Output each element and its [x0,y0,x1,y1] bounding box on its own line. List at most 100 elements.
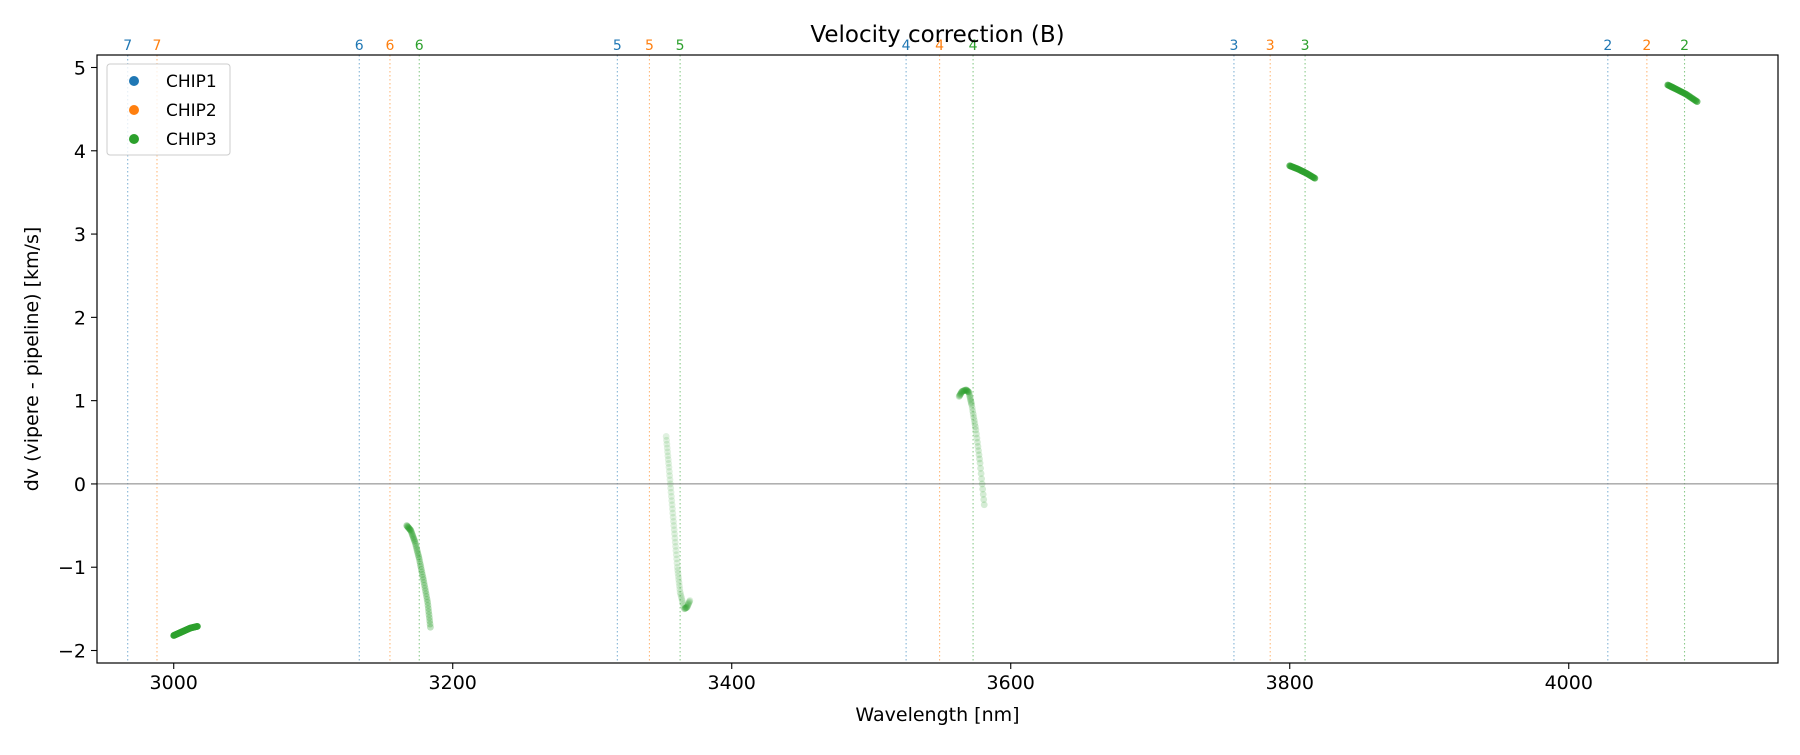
data-point-chip3-order5-43 [678,595,686,602]
data-point-chip3-order5-30 [673,555,681,563]
order-lines-layer [127,55,1686,663]
data-point-chip3-order6-14 [410,535,418,543]
order-label-chip2-2: 2 [1642,38,1651,54]
data-point-chip3-order4-48 [976,459,984,467]
data-point-chip3-order6-1 [403,522,411,530]
data-point-chip3-order6-44 [425,611,433,619]
data-point-chip3-order5-61 [685,599,693,607]
data-point-chip3-order6-31 [419,573,427,581]
data-point-chip3-order6-6 [406,525,414,533]
data-point-chip3-order5-37 [675,579,683,587]
data-point-chip3-order4-13 [961,387,968,394]
data-point-chip3-order6-39 [423,595,431,603]
data-point-chip3-order5-60 [685,600,692,608]
data-point-chip3-order4-32 [968,401,976,409]
x-tick-label-3800: 3800 [1266,672,1314,694]
data-point-chip3-order4-6 [957,389,965,397]
legend-marker-chip3 [129,134,139,144]
data-point-chip3-order6-35 [421,584,429,592]
data-point-chip3-order5-38 [676,582,683,590]
data-point-chip3-order6-16 [411,538,419,546]
data-point-chip3-order5-50 [681,605,689,612]
data-point-chip3-order5-64 [686,597,694,604]
data-point-chip3-order6-3 [404,524,412,531]
data-point-chip3-order4-3 [956,391,964,399]
data-point-chip3-order4-24 [965,388,973,396]
y-tick-label-1: 1 [74,391,86,413]
chart-title: Velocity correction (B) [810,22,1064,48]
data-point-chip3-order6-43 [425,608,433,615]
data-point-chip3-order4-35 [969,410,977,418]
data-points-layer [170,81,1701,639]
data-point-chip3-order4-12 [960,387,968,395]
data-point-chip3-order4-31 [967,399,975,407]
data-point-chip3-order4-26 [966,392,973,399]
data-point-chip3-order6-38 [423,593,430,600]
order-label-chip3-2: 2 [1680,38,1689,54]
data-point-chip3-order6-5 [405,525,413,533]
x-ticks-layer: 3000 3200 3400 3600 3800 4000 [150,663,1593,694]
data-point-chip3-order4-4 [957,390,964,398]
data-point-chip3-order5-25 [671,534,679,542]
data-point-chip3-order6-4 [405,524,413,532]
data-point-chip3-order4-49 [977,464,984,472]
data-point-chip3-order5-22 [670,522,678,529]
order-label-chip1-5: 5 [613,38,622,54]
legend-marker-chip2 [129,105,139,115]
data-point-chip3-order4-47 [976,455,983,463]
data-point-chip3-order5-53 [682,604,690,612]
data-point-chip3-order6-19 [413,545,421,552]
order-label-chip1-6: 6 [355,38,364,54]
y-tick-label-0: 0 [74,474,86,496]
data-point-chip3-order5-23 [670,526,678,534]
data-point-chip3-order4-5 [957,389,965,397]
data-point-chip3-order4-23 [965,388,972,396]
order-label-chip3-4: 4 [969,38,978,54]
legend-label-chip2: CHIP2 [166,101,217,121]
order-labels-layer: 7 7 6 6 6 5 5 5 4 4 4 3 3 3 2 2 2 [123,38,1689,54]
data-point-chip3-order5-21 [670,518,677,525]
legend-label-chip1: CHIP1 [166,72,217,92]
data-point-chip3-order4-42 [973,434,981,442]
data-point-chip3-order5-51 [681,604,689,612]
data-point-chip3-order6-18 [412,542,420,550]
data-point-chip3-order5-13 [667,484,675,492]
data-point-chip3-order5-45 [679,599,687,607]
data-point-chip3-order4-33 [968,404,976,412]
data-point-chip3-order4-50 [977,470,985,477]
x-tick-label-3200: 3200 [429,672,477,694]
data-point-chip3-order4-40 [972,426,980,434]
data-point-chip3-order5-2 [663,440,671,448]
data-point-chip3-order4-46 [975,451,983,459]
data-point-chip3-order6-23 [415,553,423,561]
order-label-chip2-5: 5 [645,38,654,54]
y-tick-label-3: 3 [74,224,86,246]
data-point-chip3-order4-55 [980,496,988,503]
data-point-chip3-order5-57 [684,602,691,610]
data-point-chip3-order5-31 [673,559,681,567]
data-point-chip3-order4-11 [960,387,967,395]
data-point-chip3-order4-25 [965,390,973,398]
order-label-chip2-4: 4 [935,38,944,54]
plot-frame [96,54,1779,664]
data-point-chip3-order5-35 [674,573,682,580]
data-point-chip3-order4-29 [967,396,975,404]
data-point-chip3-order5-10 [666,472,674,480]
y-axis-label: dv (vipere - pipeline) [km/s] [21,227,43,492]
data-point-chip3-order6-45 [425,614,433,622]
data-point-chip3-order5-3 [663,444,671,452]
y-tick-label-2: 2 [74,307,86,329]
data-point-chip3-order5-19 [669,509,677,517]
data-point-chip3-order5-34 [674,570,682,577]
data-point-chip3-order5-48 [680,605,688,613]
data-point-chip3-order5-56 [683,603,691,611]
data-point-chip3-order5-4 [664,448,671,456]
data-point-chip3-order6-32 [420,576,427,584]
data-point-chip3-order5-49 [681,605,689,613]
data-point-chip3-order4-39 [971,423,979,431]
data-point-chip3-order4-10 [959,387,967,395]
data-point-chip3-order5-29 [672,551,680,559]
data-point-chip3-order5-46 [679,601,687,609]
data-point-chip3-order4-20 [964,387,971,395]
